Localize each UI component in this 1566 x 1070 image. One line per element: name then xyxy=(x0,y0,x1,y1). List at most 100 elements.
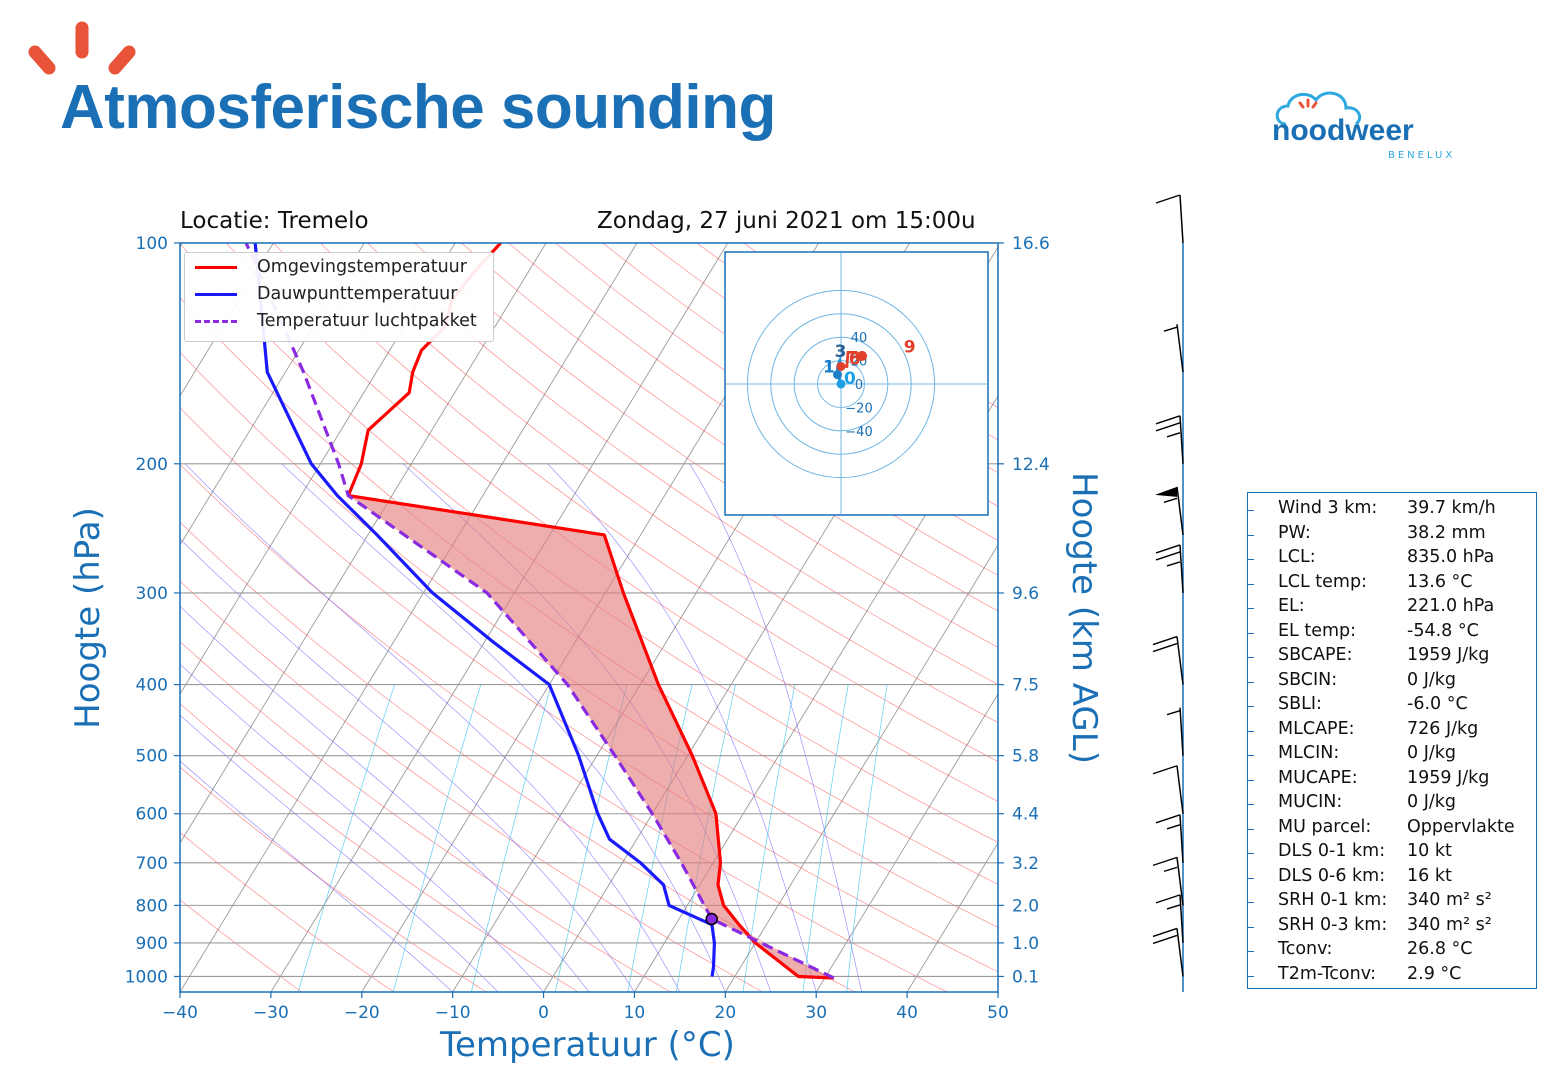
stat-value: 726 J/kg xyxy=(1407,718,1479,739)
stat-label: MU parcel: xyxy=(1278,816,1372,837)
wind-barb-staff xyxy=(1179,544,1184,593)
page-title: Atmosferische sounding xyxy=(60,73,776,142)
y2-tick-label: 5.8 xyxy=(1012,747,1039,767)
moist-adiabat-line xyxy=(184,463,681,992)
stat-tick xyxy=(1247,559,1254,561)
y2-tick-label: 9.6 xyxy=(1012,584,1039,604)
stat-tick xyxy=(1247,681,1254,683)
stat-label: SBLI: xyxy=(1278,694,1322,714)
wind-barb-half-feather xyxy=(1166,709,1181,716)
dry-adiabat-line xyxy=(320,243,998,724)
stat-row: PW: 38.2 mm xyxy=(1278,523,1486,547)
dry-adiabat-line xyxy=(180,351,998,928)
stat-value: -54.8 °C xyxy=(1407,620,1479,641)
stat-value: 13.6 °C xyxy=(1407,571,1473,592)
stat-row: EL temp: -54.8 °C xyxy=(1278,621,1479,645)
x-tick-label: −10 xyxy=(435,1003,471,1023)
mixing-ratio-line xyxy=(846,684,888,992)
x-tick-label: 20 xyxy=(715,1003,737,1023)
wind-barb xyxy=(1155,814,1184,863)
noodweer-wordmark: noodweer xyxy=(1272,114,1414,147)
hodograph-height-label: 9 xyxy=(904,338,916,358)
moist-adiabat-line xyxy=(180,760,453,992)
stat-row: LCL: 835.0 hPa xyxy=(1278,547,1494,571)
stat-value: 2.9 °C xyxy=(1407,963,1462,984)
wind-barb-half-feather xyxy=(1163,497,1178,503)
wind-barb-half-feather xyxy=(1163,866,1178,873)
stat-label: DLS 0-1 km: xyxy=(1278,841,1386,861)
stat-tick xyxy=(1247,804,1254,806)
hodograph-tick-label: −40 xyxy=(845,425,872,440)
wind-barb-flag xyxy=(1155,486,1177,497)
wind-barb-staff xyxy=(1176,928,1184,977)
y-tick-label: 200 xyxy=(136,455,168,475)
mixing-ratio-line xyxy=(554,684,628,992)
stat-tick xyxy=(1247,755,1254,757)
x-axis-title: Temperatuur (°C) xyxy=(440,1025,735,1065)
isotherm-line xyxy=(180,243,456,695)
wind-barb-feather xyxy=(1155,544,1181,554)
stat-row: DLS 0-6 km: 16 kt xyxy=(1278,866,1452,890)
hodograph-height-label: 1 xyxy=(823,357,835,377)
moist-adiabat-line xyxy=(180,605,590,992)
stat-value: 221.0 hPa xyxy=(1407,596,1495,616)
dry-adiabat-line xyxy=(273,243,998,763)
stat-tick xyxy=(1247,951,1254,953)
stat-label: SRH 0-1 km: xyxy=(1278,890,1388,910)
noodweer-logo: noodweer BENELUX xyxy=(1272,91,1452,161)
wind-barb-staff xyxy=(1176,636,1184,685)
dry-adiabat-line xyxy=(180,831,395,992)
wind-barb-staff xyxy=(1176,324,1184,373)
hodograph-tick-label: 40 xyxy=(851,331,868,346)
isotherm-line xyxy=(724,544,998,992)
stat-tick xyxy=(1247,926,1254,928)
wind-barb-staff xyxy=(1176,857,1184,906)
stat-tick xyxy=(1247,853,1254,855)
y2-axis-title: Hoogte (km AGL) xyxy=(1064,472,1104,764)
hodograph-height-label: 0 xyxy=(844,369,856,389)
stat-row: MLCAPE: 726 J/kg xyxy=(1278,719,1478,743)
stat-tick xyxy=(1247,706,1254,708)
wind-barb-feather xyxy=(1152,642,1178,653)
stat-value: 0 J/kg xyxy=(1407,743,1456,763)
wind-barb-staff xyxy=(1179,707,1184,756)
stat-label: MUCIN: xyxy=(1278,792,1343,812)
dry-adiabat-line xyxy=(180,463,948,992)
y-tick-label: 600 xyxy=(136,805,168,825)
stat-row: SRH 0-3 km: 340 m² s² xyxy=(1278,915,1492,939)
hodograph-point xyxy=(832,370,842,380)
mixing-ratio-line xyxy=(742,684,796,992)
stat-label: MUCAPE: xyxy=(1278,767,1358,788)
stat-value: 1959 J/kg xyxy=(1407,645,1490,665)
stats-panel: Wind 3 km: 39.7 km/h PW: 38.2 mm LCL: 835.0 h… xyxy=(1247,492,1537,989)
stat-value: 835.0 hPa xyxy=(1407,547,1495,567)
wind-barb xyxy=(1155,894,1184,943)
wind-barb-staff xyxy=(1179,194,1184,244)
x-tick-label: 30 xyxy=(805,1003,827,1023)
legend-item-dewpoint: Dauwpunttemperatuur xyxy=(195,284,457,310)
y2-tick-label: 12.4 xyxy=(1012,455,1050,475)
wind-barb xyxy=(1163,324,1184,373)
y-tick-label: 400 xyxy=(136,676,168,696)
stat-value: 26.8 °C xyxy=(1407,939,1473,959)
stat-label: Wind 3 km: xyxy=(1278,498,1378,518)
stat-row: MU parcel: Oppervlakte xyxy=(1278,817,1515,841)
mixing-ratio-line xyxy=(297,684,395,992)
stat-row: LCL temp: 13.6 °C xyxy=(1278,572,1473,596)
wind-barb-feather xyxy=(1155,194,1181,204)
moist-adiabat-line xyxy=(180,538,635,992)
y-axis-title: Hoogte (hPa) xyxy=(68,507,108,729)
stat-row: SBCAPE: 1959 J/kg xyxy=(1278,645,1489,669)
stat-row: T2m-Tconv: 2.9 °C xyxy=(1278,964,1461,988)
stat-tick xyxy=(1247,828,1254,830)
x-tick-label: 40 xyxy=(896,1003,918,1023)
stat-value: 340 m² s² xyxy=(1407,914,1492,935)
legend-item-temperature: Omgevingstemperatuur xyxy=(195,257,467,283)
isotherm-line xyxy=(0,243,1,992)
dry-adiabat-line xyxy=(180,641,671,992)
wind-barb-feather xyxy=(1152,635,1178,646)
hodograph-tick-label: −20 xyxy=(845,401,872,416)
stat-label: MLCAPE: xyxy=(1278,718,1355,739)
y2-tick-label: 7.5 xyxy=(1012,676,1039,696)
location-label: Locatie: Tremelo xyxy=(180,208,369,234)
